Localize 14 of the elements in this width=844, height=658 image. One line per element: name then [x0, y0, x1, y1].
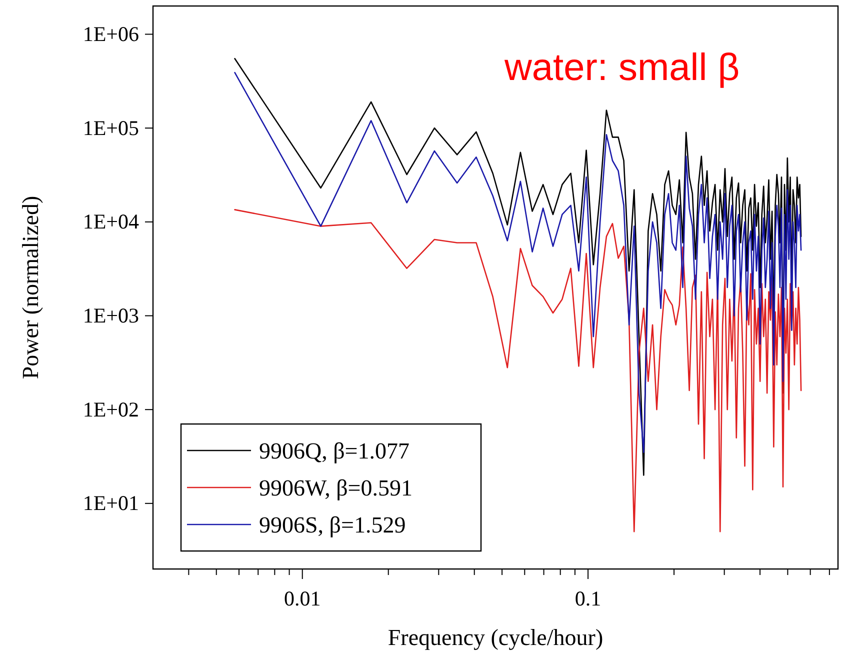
x-tick-label: 0.1 [574, 586, 602, 611]
legend-label: 9906W, β=0.591 [259, 476, 413, 501]
legend-label: 9906Q, β=1.077 [259, 438, 410, 464]
y-axis-title: Power (normalized) [18, 196, 43, 380]
y-tick-label: 1E+03 [82, 303, 139, 328]
y-tick-label: 1E+05 [82, 116, 139, 140]
y-tick-label: 1E+02 [82, 397, 139, 422]
annotation: water: small β [503, 47, 740, 89]
y-tick-label: 1E+04 [82, 210, 140, 234]
y-tick-label: 1E+06 [82, 22, 139, 46]
y-tick-label: 1E+01 [82, 491, 139, 516]
legend-label: 9906S, β=1.529 [259, 512, 406, 538]
x-axis-title: Frequency (cycle/hour) [388, 625, 604, 650]
x-tick-label: 0.01 [284, 586, 321, 611]
